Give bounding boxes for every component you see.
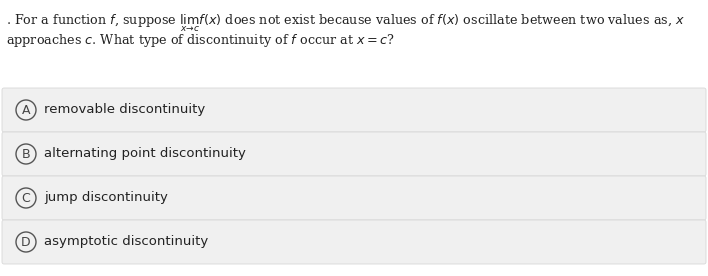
Circle shape xyxy=(16,144,36,164)
FancyBboxPatch shape xyxy=(2,176,706,220)
Text: . For a function $f$, suppose $\lim_{x \to c} f(x)$ does not exist because value: . For a function $f$, suppose $\lim_{x \… xyxy=(6,12,685,34)
Text: jump discontinuity: jump discontinuity xyxy=(44,192,168,205)
Text: asymptotic discontinuity: asymptotic discontinuity xyxy=(44,235,208,248)
FancyBboxPatch shape xyxy=(2,220,706,264)
Text: approaches $c$. What type of discontinuity of $f$ occur at $x = c$?: approaches $c$. What type of discontinui… xyxy=(6,32,395,49)
Circle shape xyxy=(16,188,36,208)
Text: A: A xyxy=(22,104,30,116)
Text: C: C xyxy=(22,192,30,205)
Text: alternating point discontinuity: alternating point discontinuity xyxy=(44,147,246,161)
FancyBboxPatch shape xyxy=(2,132,706,176)
Circle shape xyxy=(16,100,36,120)
Circle shape xyxy=(16,232,36,252)
Text: removable discontinuity: removable discontinuity xyxy=(44,104,205,116)
Text: D: D xyxy=(21,235,31,248)
FancyBboxPatch shape xyxy=(2,88,706,132)
Text: B: B xyxy=(22,147,30,161)
